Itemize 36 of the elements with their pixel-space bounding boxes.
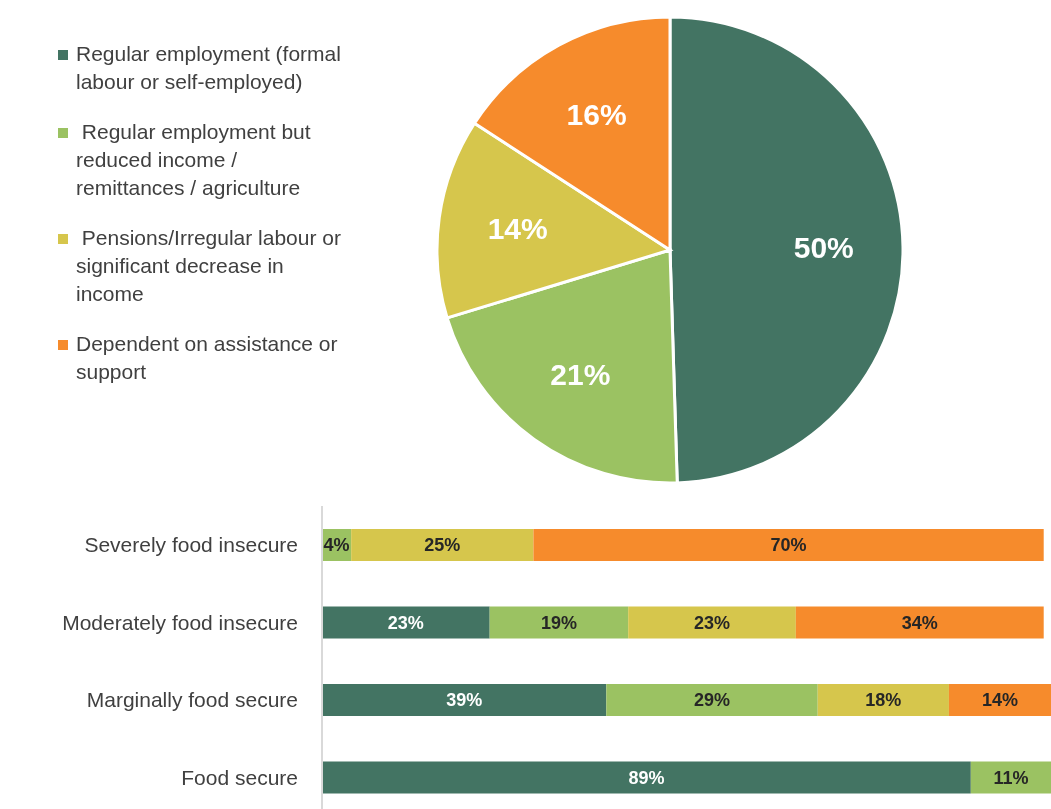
y-tick-label: Severely food insecure bbox=[84, 533, 298, 557]
data-label: 11% bbox=[993, 767, 1029, 788]
bar bbox=[322, 606, 490, 639]
data-label: 23% bbox=[387, 612, 424, 633]
legend-label: Regular employment (formal labour or self-employed) bbox=[76, 41, 342, 95]
bar bbox=[351, 529, 534, 561]
data-label: 39% bbox=[446, 690, 483, 710]
data-label: 34% bbox=[901, 612, 938, 633]
data-label: 21% bbox=[550, 358, 611, 392]
y-tick-label: Marginally food secure bbox=[86, 688, 298, 712]
bar bbox=[322, 684, 607, 716]
bar bbox=[817, 684, 949, 716]
data-label: 18% bbox=[865, 690, 902, 710]
data-label: 4% bbox=[323, 535, 350, 555]
bar bbox=[606, 684, 818, 716]
bar bbox=[489, 606, 629, 639]
data-label: 70% bbox=[770, 535, 807, 555]
data-label: 50% bbox=[793, 231, 854, 265]
data-label: 25% bbox=[424, 535, 461, 555]
bar bbox=[628, 606, 796, 639]
data-label: 14% bbox=[981, 690, 1018, 710]
data-label: 19% bbox=[540, 612, 577, 633]
data-label: 23% bbox=[694, 612, 731, 633]
y-tick-label: Food secure bbox=[181, 765, 298, 789]
bar bbox=[795, 606, 1044, 639]
data-label: 16% bbox=[566, 98, 627, 132]
legend-label: Regular employment but reduced income / remittances / agriculture bbox=[76, 119, 312, 201]
y-tick-label: Moderately food insecure bbox=[62, 610, 298, 634]
legend-label: Dependent on assistance or support bbox=[76, 331, 339, 385]
bar bbox=[948, 684, 1051, 716]
data-label: 89% bbox=[628, 767, 665, 788]
bar bbox=[322, 761, 971, 794]
legend-label: Pensions/Irregular labour or significant decrease in income bbox=[76, 225, 342, 307]
bar bbox=[533, 529, 1044, 561]
data-label: 29% bbox=[694, 690, 731, 710]
data-label: 14% bbox=[487, 212, 548, 246]
